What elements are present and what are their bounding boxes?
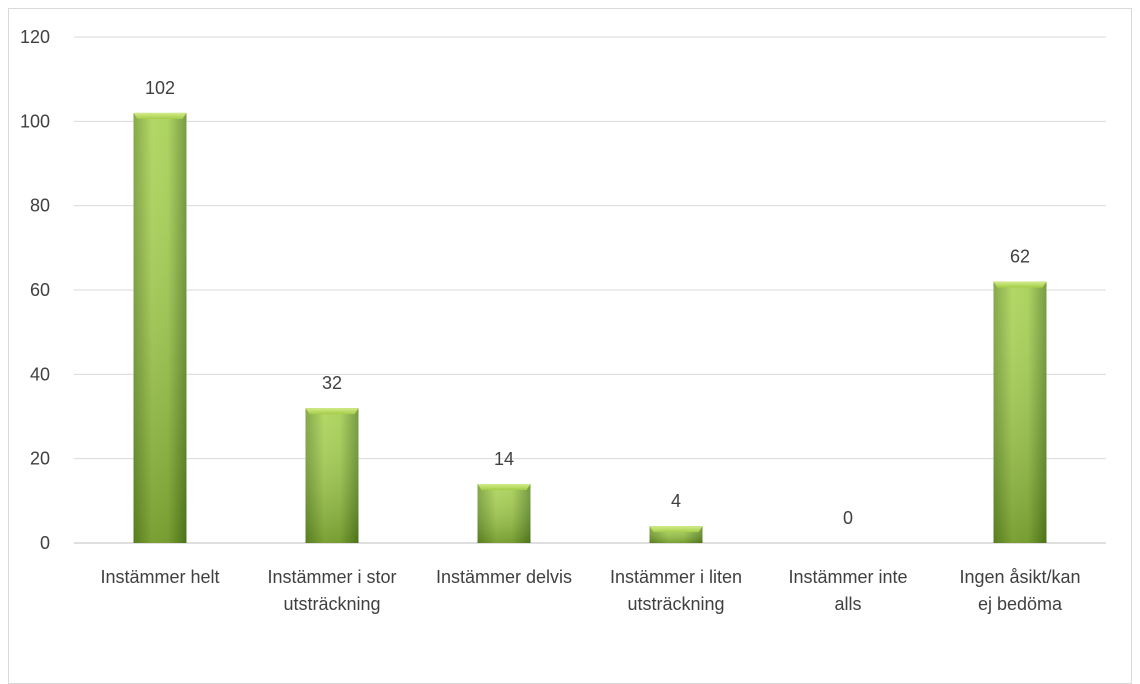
bar-top-bevel: [477, 483, 531, 490]
data-label: 102: [145, 78, 175, 98]
bars: [133, 112, 1047, 544]
data-label: 4: [671, 491, 681, 511]
data-labels: 102 32 14 4 0 62: [145, 78, 1030, 528]
x-category-label: Instämmer inte: [788, 567, 907, 587]
y-tick-label: 120: [20, 27, 50, 47]
data-label: 32: [322, 373, 342, 393]
y-tick-label: 20: [30, 449, 50, 469]
bar: [993, 281, 1047, 543]
chart-frame: [8, 8, 1132, 684]
y-tick-label: 40: [30, 364, 50, 384]
x-category-label: Instämmer delvis: [436, 567, 572, 587]
x-category-label: ej bedöma: [978, 594, 1063, 614]
bar-shade: [305, 408, 359, 543]
data-label: 14: [494, 449, 514, 469]
x-category-label: utsträckning: [283, 594, 380, 614]
y-axis-ticks: 0 20 40 60 80 100 120: [20, 27, 50, 553]
y-tick-label: 0: [40, 533, 50, 553]
bar: [305, 408, 359, 543]
bar: [649, 526, 703, 543]
bar-shade: [477, 483, 531, 543]
bar-top-bevel: [649, 526, 703, 533]
bar: [477, 483, 531, 543]
gridlines: [74, 36, 1106, 544]
data-label: 62: [1010, 247, 1030, 267]
x-category-label: utsträckning: [627, 594, 724, 614]
x-category-label: Instämmer helt: [100, 567, 219, 587]
y-tick-label: 60: [30, 280, 50, 300]
bar-shade: [133, 112, 187, 544]
y-tick-label: 80: [30, 196, 50, 216]
bar: [133, 112, 187, 544]
x-category-label: Instämmer i stor: [267, 567, 396, 587]
x-axis-categories: Instämmer helt Instämmer i stor utsträckni…: [100, 567, 1080, 614]
bar-top-bevel: [993, 281, 1047, 288]
x-category-label: Ingen åsikt/kan: [959, 567, 1080, 587]
bar-shade: [993, 281, 1047, 543]
x-category-label: alls: [834, 594, 861, 614]
bar-top-bevel: [305, 408, 359, 415]
x-category-label: Instämmer i liten: [610, 567, 742, 587]
data-label: 0: [843, 508, 853, 528]
y-tick-label: 100: [20, 111, 50, 131]
bar-top-bevel: [133, 112, 187, 119]
